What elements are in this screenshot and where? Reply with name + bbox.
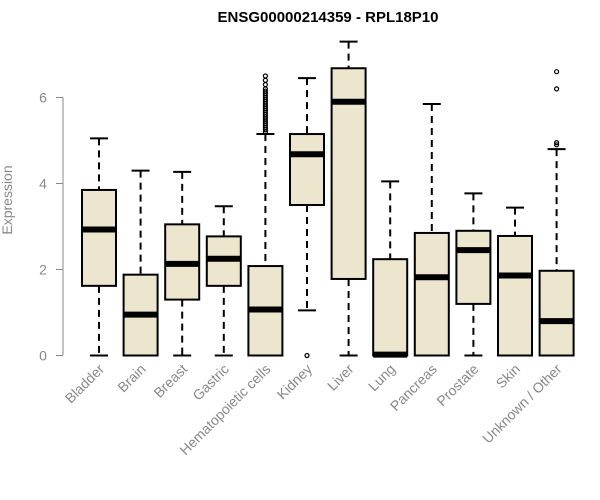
y-tick-label: 4: [39, 176, 47, 192]
iqr-box: [455, 229, 492, 305]
box-pancreas: [413, 102, 450, 357]
outlier-point: [553, 140, 560, 146]
box-hematopoietic-cells: [247, 73, 284, 357]
box-bladder: [81, 137, 117, 357]
outlier-point: [262, 73, 268, 79]
box-liver: [330, 40, 367, 357]
x-tick-label: Prostate: [433, 361, 481, 409]
y-tick-label: 6: [39, 90, 47, 106]
box-skin: [497, 206, 533, 357]
box-series: [81, 40, 575, 359]
box-breast: [164, 170, 201, 357]
y-axis-label: Expression: [0, 165, 15, 234]
iqr-box: [413, 231, 450, 357]
box-prostate: [455, 192, 492, 357]
outlier-point: [553, 86, 560, 92]
chart-title: ENSG00000214359 - RPL18P10: [218, 9, 439, 26]
x-tick-label: Kidney: [274, 361, 316, 403]
outlier-point: [304, 352, 310, 359]
box-unknown-other: [538, 69, 575, 357]
iqr-box: [538, 269, 575, 357]
box-gastric: [205, 205, 242, 357]
y-axis: 0 2 4 6: [39, 90, 64, 364]
x-tick-label: Unknown / Other: [479, 361, 565, 447]
x-tick-label: Brain: [114, 361, 148, 395]
y-tick-label: 0: [39, 348, 47, 364]
outlier-point: [553, 69, 560, 75]
outlier-point: [262, 81, 268, 88]
iqr-box: [497, 234, 533, 357]
x-tick-label: Breast: [150, 361, 190, 401]
box-kidney: [289, 77, 325, 359]
iqr-box: [289, 133, 325, 206]
y-tick-label: 2: [39, 262, 47, 278]
outlier-point: [553, 142, 560, 148]
iqr-box: [372, 258, 409, 357]
iqr-box: [81, 188, 117, 287]
box-lung: [372, 180, 409, 358]
outlier-point: [262, 77, 268, 83]
x-tick-label: Bladder: [62, 361, 108, 407]
box-brain: [122, 169, 159, 357]
x-tick-label: Lung: [365, 361, 398, 394]
x-tick-label: Skin: [493, 361, 524, 392]
outlier-point: [262, 88, 268, 94]
x-tick-label: Liver: [324, 361, 357, 394]
